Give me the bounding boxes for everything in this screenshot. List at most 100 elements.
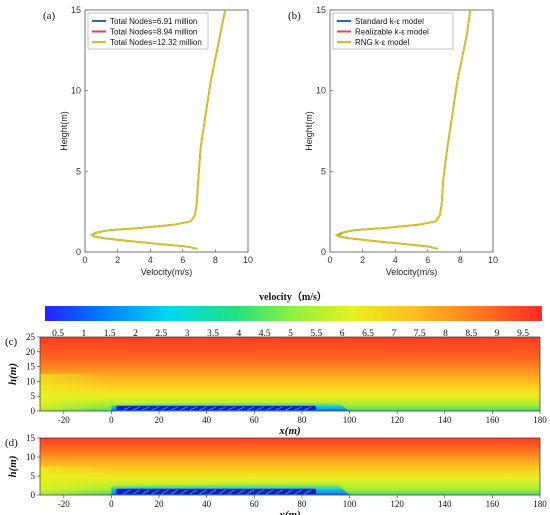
x-tick-label: 40 bbox=[202, 415, 212, 425]
x-tick-label: 160 bbox=[486, 415, 500, 425]
colorbar-tick-label: 3.5 bbox=[207, 329, 219, 339]
x-tick-label: 0 bbox=[109, 499, 114, 509]
building-hatch bbox=[161, 489, 169, 495]
building-hatch bbox=[227, 406, 236, 411]
legend-label: Standard k-ε model bbox=[355, 17, 424, 26]
contour-panel-c: -20 0 20 40 60 80 100 120 140 160 1800510152025x(m… bbox=[5, 332, 547, 437]
colorbar-tick-label: 6.5 bbox=[362, 329, 374, 339]
x-tick-label: 100 bbox=[343, 499, 357, 509]
y-tick-label: 15 bbox=[71, 5, 81, 15]
x-tick-label: 6 bbox=[425, 255, 430, 265]
y-tick-label: 15 bbox=[26, 433, 36, 443]
legend-box bbox=[87, 12, 209, 50]
y-tick-label: 10 bbox=[71, 86, 81, 96]
x-tick-label: 80 bbox=[297, 415, 307, 425]
colorbar-tick-label: 1.5 bbox=[104, 329, 116, 339]
building-hatch bbox=[294, 406, 303, 411]
colorbar-tick-label: 6 bbox=[340, 329, 345, 339]
building-hatch bbox=[265, 489, 274, 495]
y-axis-label: h(m) bbox=[7, 456, 19, 478]
x-tick-label: 180 bbox=[533, 415, 547, 425]
y-tick-label: 20 bbox=[26, 347, 36, 357]
panel-label: (b) bbox=[288, 10, 301, 22]
y-tick-label: 5 bbox=[321, 166, 326, 176]
y-tick-label: 10 bbox=[26, 452, 36, 462]
x-tick-label: 60 bbox=[250, 415, 260, 425]
y-tick-label: 15 bbox=[316, 5, 326, 15]
colorbar-title: velocity（m/s） bbox=[259, 290, 327, 303]
building-array bbox=[116, 405, 317, 410]
x-tick-label: 160 bbox=[486, 499, 500, 509]
x-tick-label: 10 bbox=[243, 255, 253, 265]
colorbar-tick-label: 7 bbox=[391, 329, 396, 339]
colorbar-tick-label: 9 bbox=[495, 329, 500, 339]
building-hatch bbox=[237, 406, 245, 411]
building-hatch bbox=[218, 406, 226, 411]
building-hatch bbox=[199, 406, 207, 411]
x-tick-label: 80 bbox=[297, 499, 307, 509]
colorbar: velocity（m/s） 0.5 1 1.5 2 2.5 3 3.5 4 4.5 5 5.5 6 6.5… bbox=[45, 290, 542, 339]
building-hatch bbox=[275, 406, 284, 411]
x-tick-label: 120 bbox=[390, 499, 404, 509]
building-hatch bbox=[189, 489, 198, 495]
legend-label: Total Nodes=6.91 million bbox=[110, 17, 197, 26]
y-tick-label: 0 bbox=[321, 247, 326, 257]
x-tick-label: 140 bbox=[438, 499, 452, 509]
legend-box bbox=[332, 12, 454, 50]
plot-frame bbox=[39, 437, 541, 496]
inlet-field bbox=[40, 466, 112, 495]
x-tick-label: 0 bbox=[327, 255, 332, 265]
y-tick-label: 0 bbox=[31, 490, 36, 500]
building-hatch bbox=[294, 489, 303, 495]
building-hatch bbox=[208, 489, 217, 495]
series-line bbox=[89, 9, 227, 250]
building-hatch bbox=[246, 406, 255, 411]
building-hatch bbox=[208, 406, 217, 411]
y-tick-label: 10 bbox=[26, 376, 36, 386]
x-tick-label: -20 bbox=[58, 499, 70, 509]
building-hatch bbox=[132, 406, 141, 411]
colorbar-tick-label: 4 bbox=[236, 329, 241, 339]
velocity-field bbox=[40, 337, 540, 411]
colorbar-gradient bbox=[45, 306, 542, 321]
building-hatch bbox=[189, 406, 198, 411]
panel-label: (a) bbox=[43, 10, 56, 22]
building-hatch bbox=[142, 406, 150, 411]
y-axis-label: Height(m) bbox=[59, 111, 69, 151]
x-tick-label: 20 bbox=[155, 499, 165, 509]
legend-label: Total Nodes=12.32 million bbox=[110, 38, 202, 47]
x-tick-label: 140 bbox=[438, 415, 452, 425]
building-hatch bbox=[304, 406, 312, 411]
x-tick-label: 8 bbox=[458, 255, 463, 265]
building-hatch bbox=[132, 489, 141, 495]
x-tick-label: 0 bbox=[109, 415, 114, 425]
x-tick-label: 0 bbox=[82, 255, 87, 265]
x-tick-label: 4 bbox=[148, 255, 153, 265]
building-hatch bbox=[275, 489, 284, 495]
building-hatch bbox=[218, 489, 226, 495]
x-axis-label: x(m) bbox=[278, 509, 300, 515]
x-axis-label: Velocity(m/s) bbox=[386, 267, 438, 277]
colorbar-tick-label: 9.5 bbox=[517, 329, 529, 339]
legend-label: RNG k-ε model bbox=[355, 38, 409, 47]
y-tick-label: 0 bbox=[31, 406, 36, 416]
y-tick-label: 25 bbox=[26, 332, 36, 342]
x-axis-label: Velocity(m/s) bbox=[141, 267, 193, 277]
y-tick-label: 10 bbox=[316, 86, 326, 96]
building-array bbox=[116, 488, 317, 494]
inlet-field bbox=[40, 374, 112, 411]
y-axis-label: Height(m) bbox=[304, 111, 314, 151]
colorbar-tick-label: 2 bbox=[133, 329, 138, 339]
x-tick-label: 20 bbox=[155, 415, 165, 425]
x-tick-label: 2 bbox=[360, 255, 365, 265]
x-tick-label: 100 bbox=[343, 415, 357, 425]
plot-area bbox=[84, 9, 249, 253]
colorbar-tick-label: 7.5 bbox=[414, 329, 426, 339]
colorbar-tick-label: 0.5 bbox=[52, 329, 64, 339]
chart-panel-b: 0 2 4 6 8 10 0 5 10 15 Velocity(m/s) Height(m) (b) St… bbox=[288, 5, 498, 277]
building-hatch bbox=[180, 489, 188, 495]
plot-frame bbox=[39, 336, 541, 412]
colorbar-tick-label: 5 bbox=[288, 329, 293, 339]
colorbar-tick-label: 8.5 bbox=[465, 329, 477, 339]
building-hatch bbox=[304, 489, 312, 495]
